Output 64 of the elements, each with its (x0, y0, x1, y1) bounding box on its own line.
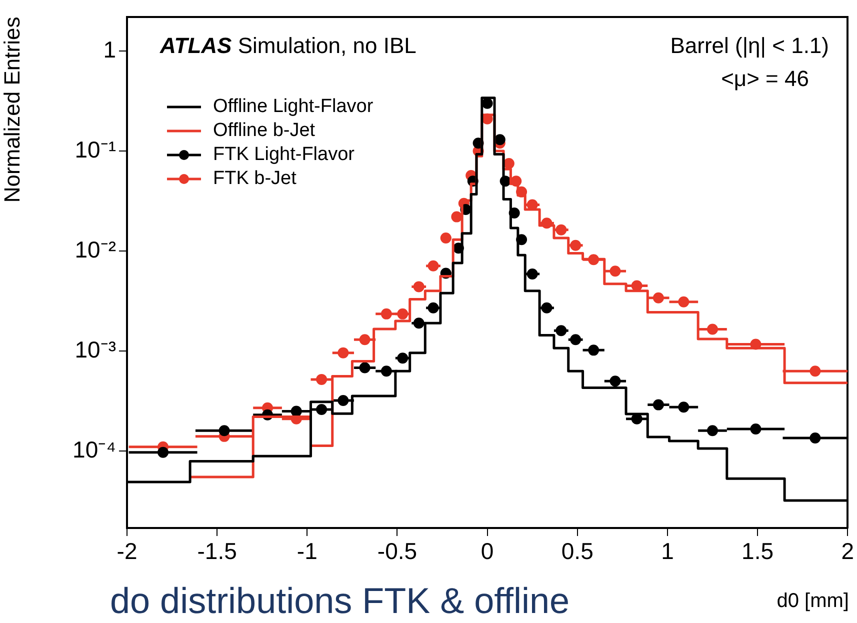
point (380, 308, 392, 320)
point (316, 374, 328, 385)
point (750, 424, 762, 435)
point (570, 334, 582, 346)
x-tick-label: 1.5 (742, 538, 774, 564)
point (706, 324, 718, 335)
point (158, 446, 169, 458)
point (482, 98, 493, 109)
x-tick-label: 2 (841, 538, 854, 564)
point (413, 318, 424, 329)
y-tick-label: 1 (103, 36, 116, 62)
point (610, 376, 621, 387)
point (556, 224, 567, 236)
annotation: ATLAS Simulation, no IBL (160, 33, 416, 59)
annotation: <μ> = 46 (721, 66, 809, 92)
x-tick-label: -2 (116, 538, 138, 564)
point (451, 211, 462, 222)
point (428, 302, 439, 314)
point (413, 281, 424, 292)
point (810, 366, 821, 377)
x-tick-label: 1 (661, 538, 674, 564)
point (503, 158, 514, 170)
point (631, 280, 642, 292)
point (440, 232, 452, 244)
point (678, 296, 690, 308)
point (338, 395, 349, 406)
point (706, 425, 718, 436)
x-tick-label: 0.5 (561, 538, 594, 564)
point (541, 302, 552, 314)
y-tick-label: 10⁻⁴ (72, 436, 116, 462)
legend-label: Offline Light-Flavor (213, 95, 374, 119)
point (610, 266, 621, 277)
x-tick-label: -1 (296, 538, 318, 564)
point (218, 425, 230, 436)
point (428, 260, 439, 272)
point (359, 362, 370, 374)
legend-label: FTK b-Jet (213, 167, 296, 191)
point (397, 352, 408, 364)
legend-label: FTK Light-Flavor (213, 143, 354, 167)
point (810, 432, 821, 444)
point (678, 402, 690, 413)
y-tick-label: 10⁻¹ (74, 136, 116, 162)
text: do distributions FTK & offline (110, 580, 570, 622)
point (652, 399, 664, 410)
x-tick-label: 0 (480, 538, 494, 564)
point (338, 347, 349, 358)
point (494, 134, 506, 146)
annotation: Barrel (|η| < 1.1) (670, 33, 829, 59)
point (652, 292, 664, 304)
point (570, 240, 582, 251)
legend-label: Offline b-Jet (213, 119, 316, 143)
point (359, 334, 370, 346)
x-axis-title: d0 [mm] (776, 590, 849, 613)
x-tick-label: -0.5 (377, 538, 418, 564)
y-axis-title: Normalized Entries (0, 16, 24, 203)
point (380, 366, 392, 377)
y-tick-label: 10⁻² (74, 236, 116, 262)
point (316, 404, 328, 416)
x-tick-label: -1.5 (197, 538, 237, 564)
point (290, 406, 302, 417)
point (526, 268, 538, 280)
point (588, 344, 600, 356)
point (556, 325, 567, 336)
y-tick-label: 10⁻³ (74, 336, 116, 362)
